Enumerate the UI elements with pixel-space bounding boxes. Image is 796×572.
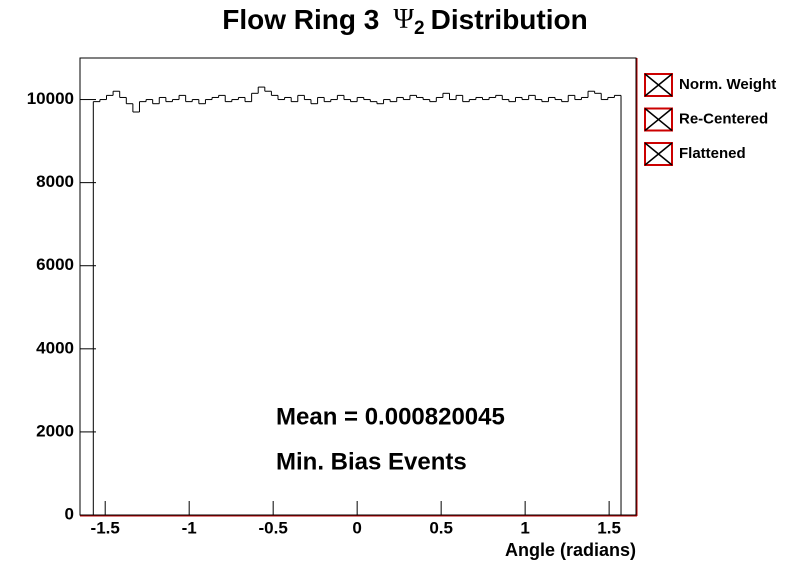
legend-cross: [644, 142, 673, 166]
annotation: Mean = 0.000820045: [276, 403, 505, 430]
x-tick-label: 1.5: [597, 518, 621, 537]
y-tick-label: 0: [65, 504, 74, 523]
y-tick-label: 2000: [36, 421, 74, 440]
plot-frame: [79, 57, 637, 516]
legend-cross: [644, 107, 673, 132]
y-tick-label: 6000: [36, 255, 74, 274]
legend-label: Flattened: [679, 145, 746, 162]
title-part: Distribution: [431, 4, 588, 35]
x-tick-label: 0.5: [429, 518, 453, 537]
x-tick-label: -1.5: [91, 518, 120, 537]
annotation: Min. Bias Events: [276, 448, 467, 475]
x-tick-label: 1: [520, 518, 529, 537]
title-part: Flow Ring 3: [222, 4, 379, 35]
legend-label: Norm. Weight: [679, 76, 776, 93]
title-part: 2: [414, 18, 425, 39]
y-tick-label: 4000: [36, 338, 74, 357]
legend-cross: [644, 73, 673, 97]
x-tick-label: -1: [182, 518, 197, 537]
title-part: Ψ: [393, 4, 414, 35]
legend-label: Re-Centered: [679, 110, 768, 127]
y-tick-label: 10000: [27, 89, 74, 108]
chart-title: Flow Ring 3 Ψ2 Distribution: [222, 4, 587, 39]
y-tick-label: 8000: [36, 172, 74, 191]
x-tick-label: -0.5: [259, 518, 288, 537]
x-tick-label: 0: [352, 518, 361, 537]
x-axis-title: Angle (radians): [505, 540, 636, 560]
